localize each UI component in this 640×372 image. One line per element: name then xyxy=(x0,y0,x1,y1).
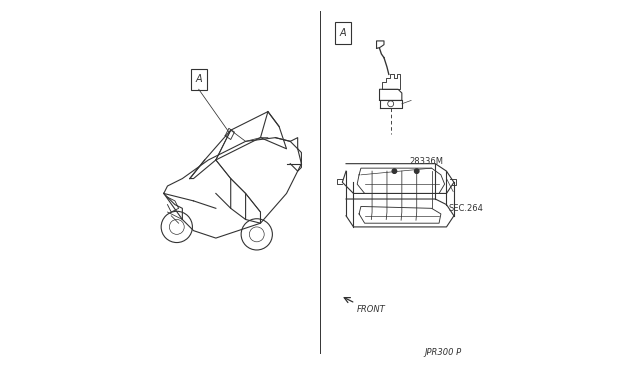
Text: SEC.264: SEC.264 xyxy=(449,204,483,213)
Text: A: A xyxy=(195,74,202,84)
FancyBboxPatch shape xyxy=(335,22,351,44)
Circle shape xyxy=(415,169,419,173)
Text: 28336M: 28336M xyxy=(410,157,444,166)
Text: A: A xyxy=(340,28,346,38)
Circle shape xyxy=(392,169,397,173)
Text: JPR300 P: JPR300 P xyxy=(424,348,461,357)
FancyBboxPatch shape xyxy=(191,69,207,90)
Text: FRONT: FRONT xyxy=(357,305,386,314)
